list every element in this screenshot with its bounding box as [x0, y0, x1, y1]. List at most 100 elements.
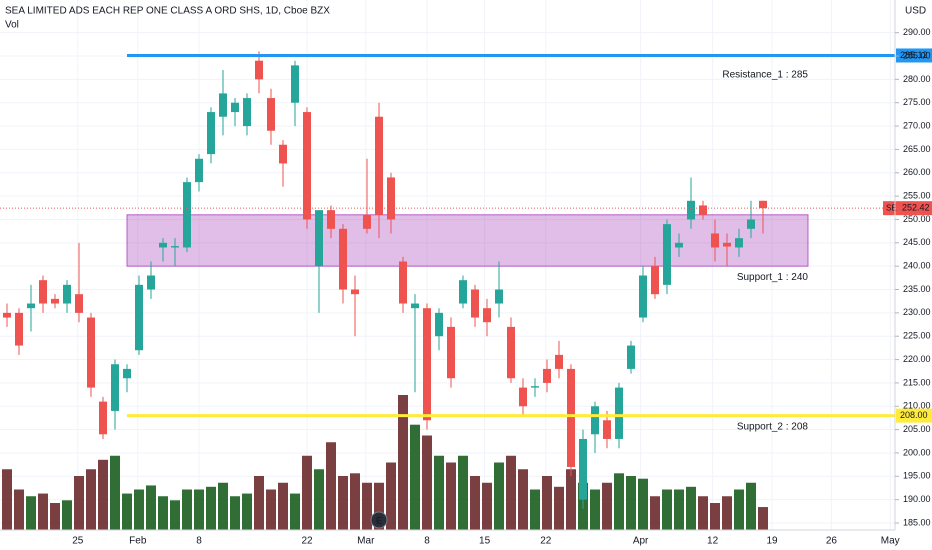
volume-bar	[218, 482, 228, 530]
volume-bar	[470, 476, 480, 530]
volume-bar	[158, 496, 168, 530]
candle-body	[411, 303, 419, 309]
resistance-line-tag-label: 285.12	[900, 50, 928, 60]
volume-bar	[458, 455, 468, 530]
volume-bar	[326, 442, 336, 530]
candle-body	[231, 102, 239, 113]
candle-body	[111, 364, 119, 411]
candle-body	[123, 368, 131, 379]
candle-body	[99, 401, 107, 435]
volume-bar	[38, 493, 48, 530]
volume-bar	[506, 455, 516, 530]
x-tick-label: 12	[707, 536, 719, 547]
y-tick-label: 280.00	[903, 74, 931, 84]
candle-body	[615, 387, 623, 439]
volume-bar	[434, 455, 444, 530]
y-tick-label: 270.00	[903, 120, 931, 130]
volume-bar	[518, 469, 528, 530]
volume-bar	[734, 489, 744, 530]
support-line-text: Support_2 : 208	[737, 422, 809, 433]
volume-bar	[698, 496, 708, 530]
volume-bar	[374, 482, 384, 530]
candle-body	[39, 280, 47, 304]
volume-bar	[566, 469, 576, 530]
volume-bar	[482, 482, 492, 530]
volume-bar	[50, 503, 60, 530]
candle-body	[747, 219, 755, 229]
candle-body	[291, 65, 299, 103]
volume-bar	[62, 500, 72, 530]
candle-body	[591, 406, 599, 435]
volume-bar	[146, 485, 156, 530]
volume-bar	[686, 486, 696, 530]
x-tick-label: 8	[196, 536, 202, 547]
volume-bar	[662, 489, 672, 530]
volume-bar	[122, 493, 132, 530]
support-line-tag-label: 208.00	[900, 410, 928, 420]
candle-body	[519, 387, 527, 407]
volume-bar	[14, 489, 24, 530]
volume-bar	[758, 507, 768, 530]
volume-bar	[278, 482, 288, 530]
y-tick-label: 260.00	[903, 167, 931, 177]
y-tick-label: 220.00	[903, 354, 931, 364]
candle-body	[243, 98, 251, 127]
candle-body	[303, 112, 311, 220]
volume-bar	[494, 462, 504, 530]
candle-body	[195, 158, 203, 183]
y-tick-label: 200.00	[903, 447, 931, 457]
x-tick-label: 26	[826, 536, 838, 547]
candle-body	[51, 298, 59, 304]
candle-body	[675, 242, 683, 248]
y-tick-label: 285.00	[903, 50, 931, 60]
x-tick-label: 19	[766, 536, 778, 547]
chart-title: SEA LIMITED ADS EACH REP ONE CLASS A ORD…	[5, 6, 330, 17]
candle-body	[579, 438, 587, 500]
candle-body	[87, 317, 95, 388]
volume-bar	[110, 455, 120, 530]
candle-body	[63, 284, 71, 304]
candle-body	[435, 312, 443, 337]
candle-body	[3, 312, 11, 318]
volume-bar	[74, 476, 84, 530]
candle-body	[531, 386, 539, 388]
y-tick-label: 205.00	[903, 424, 931, 434]
volume-bar	[362, 482, 372, 530]
candle-body	[135, 284, 143, 351]
x-tick-label: Mar	[357, 536, 375, 547]
volume-bar	[398, 395, 408, 530]
candle-body	[627, 345, 635, 369]
candle-body	[339, 228, 347, 290]
volume-bar	[422, 435, 432, 530]
y-tick-label: 230.00	[903, 307, 931, 317]
candle-body	[723, 242, 731, 247]
candle-body	[171, 246, 179, 248]
candle-body	[375, 116, 383, 215]
candle-body	[267, 98, 275, 131]
candle-body	[27, 303, 35, 309]
volume-bar	[242, 493, 252, 530]
candle-body	[759, 200, 767, 209]
candle-body	[75, 294, 83, 313]
candle-body	[447, 326, 455, 379]
volume-bar	[650, 496, 660, 530]
candle-body	[735, 238, 743, 248]
x-tick-label: 22	[540, 536, 552, 547]
support-zone-text: Support_1 : 240	[737, 272, 809, 283]
candle-body	[387, 177, 395, 220]
volume-bar	[290, 493, 300, 530]
candle-body	[315, 210, 323, 267]
candle-body	[699, 205, 707, 215]
candle-body	[219, 93, 227, 117]
volume-bar	[206, 486, 216, 530]
candle-body	[483, 308, 491, 323]
candle-body	[495, 289, 503, 304]
y-tick-label: 225.00	[903, 331, 931, 341]
y-tick-label: 195.00	[903, 471, 931, 481]
volume-bar	[530, 489, 540, 530]
candle-body	[255, 60, 263, 80]
volume-bar	[446, 462, 456, 530]
volume-bar	[86, 469, 96, 530]
support-line-tag	[896, 408, 932, 423]
y-tick-label: 245.00	[903, 237, 931, 247]
